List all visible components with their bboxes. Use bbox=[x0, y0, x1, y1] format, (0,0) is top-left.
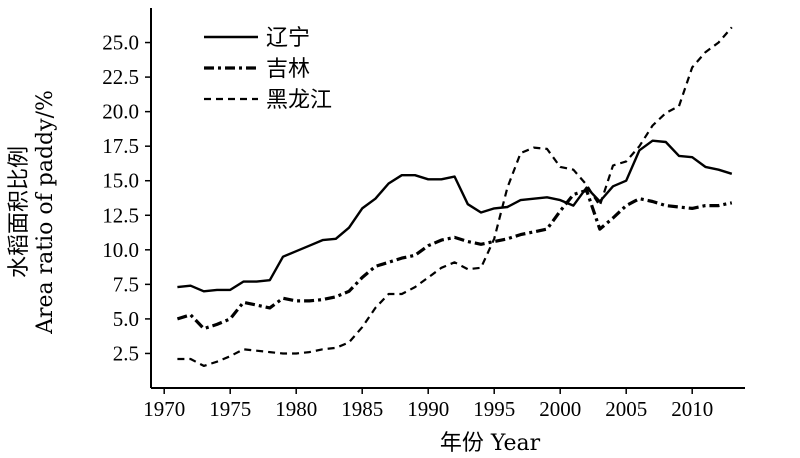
legend-label-1: 吉林 bbox=[266, 57, 310, 82]
x-tick-label: 1995 bbox=[473, 397, 515, 421]
y-tick-label: 12.5 bbox=[102, 203, 139, 227]
x-tick-label: 2000 bbox=[539, 397, 581, 421]
series-line-2 bbox=[177, 26, 733, 367]
legend-label-0: 辽宁 bbox=[266, 26, 310, 51]
x-ticks: 1970 1975 1980 1985 1990 1995 2000 2005 2010 bbox=[143, 388, 713, 421]
x-tick-label: 2005 bbox=[605, 397, 647, 421]
x-tick-label: 1990 bbox=[407, 397, 449, 421]
y-tick-label: 7.5 bbox=[113, 272, 139, 296]
x-axis-title: 年份 Year bbox=[440, 431, 541, 456]
y-tick-label: 25.0 bbox=[102, 31, 139, 55]
x-tick-label: 1985 bbox=[341, 397, 383, 421]
series-lines bbox=[176, 26, 733, 367]
y-ticks: 2.5 5.0 7.5 10.0 12.5 15.0 17.5 20.0 22.5 25.0 bbox=[102, 31, 151, 365]
y-axis-title-zh: 水稻面积比例 bbox=[7, 146, 32, 278]
y-tick-label: 17.5 bbox=[102, 134, 139, 158]
x-tick-label: 1970 bbox=[143, 397, 185, 421]
x-tick-label: 2010 bbox=[671, 397, 713, 421]
y-tick-label: 2.5 bbox=[113, 341, 139, 365]
axes bbox=[150, 8, 745, 389]
x-tick-label: 1975 bbox=[209, 397, 251, 421]
series-line-1 bbox=[176, 188, 733, 331]
y-tick-label: 22.5 bbox=[102, 65, 139, 89]
series-line-0 bbox=[177, 139, 733, 293]
legend-label-2: 黑龙江 bbox=[266, 88, 332, 113]
y-axis-title: 水稻面积比例 Area ratio of paddy/% bbox=[7, 90, 58, 335]
y-tick-label: 20.0 bbox=[102, 100, 139, 124]
x-tick-label: 1980 bbox=[275, 397, 317, 421]
y-axis-title-en: Area ratio of paddy/% bbox=[33, 90, 58, 335]
y-tick-label: 10.0 bbox=[102, 238, 139, 262]
y-tick-label: 15.0 bbox=[102, 169, 139, 193]
y-tick-label: 5.0 bbox=[113, 307, 139, 331]
